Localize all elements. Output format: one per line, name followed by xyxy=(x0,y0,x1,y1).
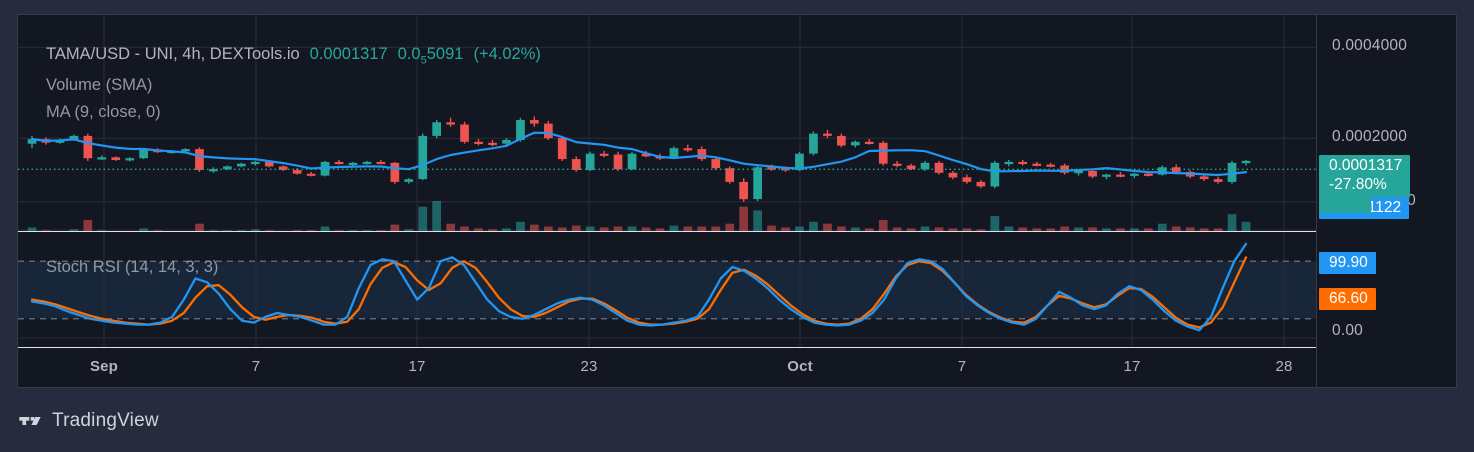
tradingview-branding[interactable]: TradingView xyxy=(18,409,159,433)
stoch-rsi-plot xyxy=(18,232,1316,348)
stoch-d-value-tag[interactable]: 66.60 xyxy=(1319,288,1376,311)
time-axis-tick: 23 xyxy=(580,358,598,375)
price-axis-tick: 0.0002000 xyxy=(1332,128,1408,146)
current-price-tag[interactable]: 0.0001317 -27.80% xyxy=(1319,155,1411,198)
current-price-change: -27.80% xyxy=(1329,176,1387,194)
tradingview-logo-icon xyxy=(19,417,41,425)
time-axis-tick: Sep xyxy=(89,358,119,375)
time-axis-tick: Oct xyxy=(787,358,813,375)
time-axis[interactable]: Sep 7 17 23 Oct 7 17 28 xyxy=(18,348,1316,387)
volume-scale-marker[interactable] xyxy=(1319,192,1371,213)
time-axis-tick: 7 xyxy=(957,358,967,375)
stoch-k-value-tag[interactable]: 99.90 xyxy=(1319,252,1376,275)
price-scale[interactable]: 0.00040000.00020000.000060000.0001317-27… xyxy=(1317,15,1456,348)
chart-frame[interactable]: Sep 7 17 23 Oct 7 17 28 0.0004000 0.0002000 0.000… xyxy=(17,14,1457,388)
time-axis-tick: 17 xyxy=(1123,358,1141,375)
pane-separator-1[interactable] xyxy=(18,231,1456,232)
time-axis-tick: 17 xyxy=(408,358,426,375)
current-price-value: 0.0001317 xyxy=(1329,157,1403,175)
time-axis-tick: 28 xyxy=(1275,358,1293,375)
tradingview-wordmark: TradingView xyxy=(52,410,159,431)
axis-divider xyxy=(1316,15,1317,387)
stoch-zero-tick: 0.00 xyxy=(1332,322,1363,339)
price-axis-tick: 0.0004000 xyxy=(1332,37,1408,55)
time-axis-tick: 7 xyxy=(251,358,261,375)
price-candlestick-plot xyxy=(18,15,1316,231)
price-pane[interactable] xyxy=(18,15,1316,231)
stoch-rsi-pane[interactable] xyxy=(18,232,1316,348)
pane-separator-2 xyxy=(18,347,1456,348)
